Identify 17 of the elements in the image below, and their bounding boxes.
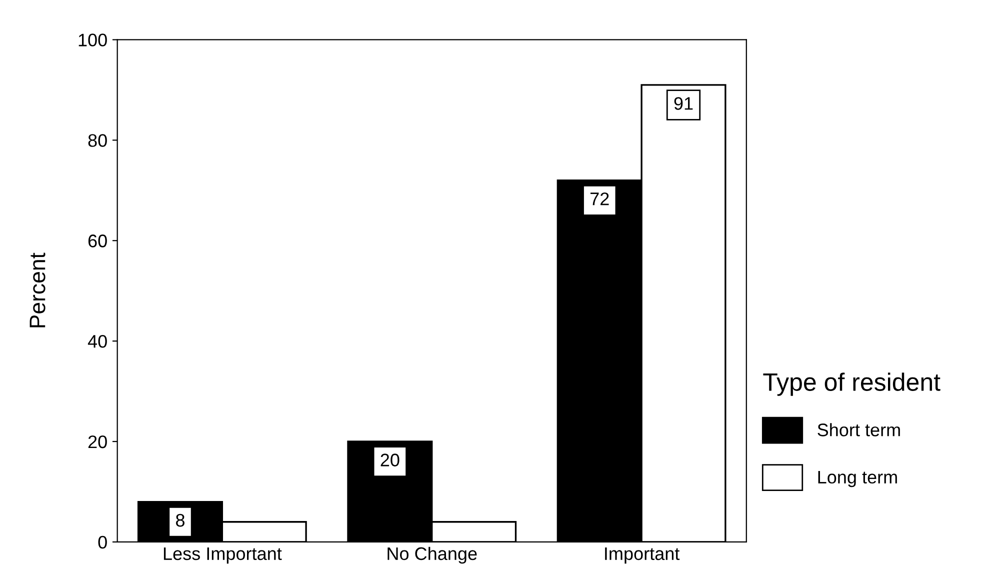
y-axis-title: Percent bbox=[30, 252, 46, 328]
x-tick-label: Less Important bbox=[164, 547, 282, 564]
y-tick-label: 40 bbox=[88, 334, 107, 348]
legend-label: Short term bbox=[818, 423, 900, 436]
data-label: 91 bbox=[674, 97, 693, 110]
y-tick-label: 80 bbox=[88, 134, 107, 147]
y-tick-label: 0 bbox=[98, 536, 107, 549]
x-tick-label: No Change bbox=[388, 546, 477, 564]
legend-title: Type of resident bbox=[763, 372, 940, 396]
y-tick-label: 60 bbox=[88, 234, 107, 248]
y-tick-label: 100 bbox=[78, 34, 107, 46]
data-label: 8 bbox=[176, 514, 184, 527]
legend-label: Long term bbox=[818, 470, 897, 488]
x-tick-label: Important bbox=[605, 547, 680, 564]
data-label: 72 bbox=[590, 192, 609, 206]
y-tick-label: 20 bbox=[88, 435, 107, 448]
data-label: 20 bbox=[380, 454, 400, 466]
